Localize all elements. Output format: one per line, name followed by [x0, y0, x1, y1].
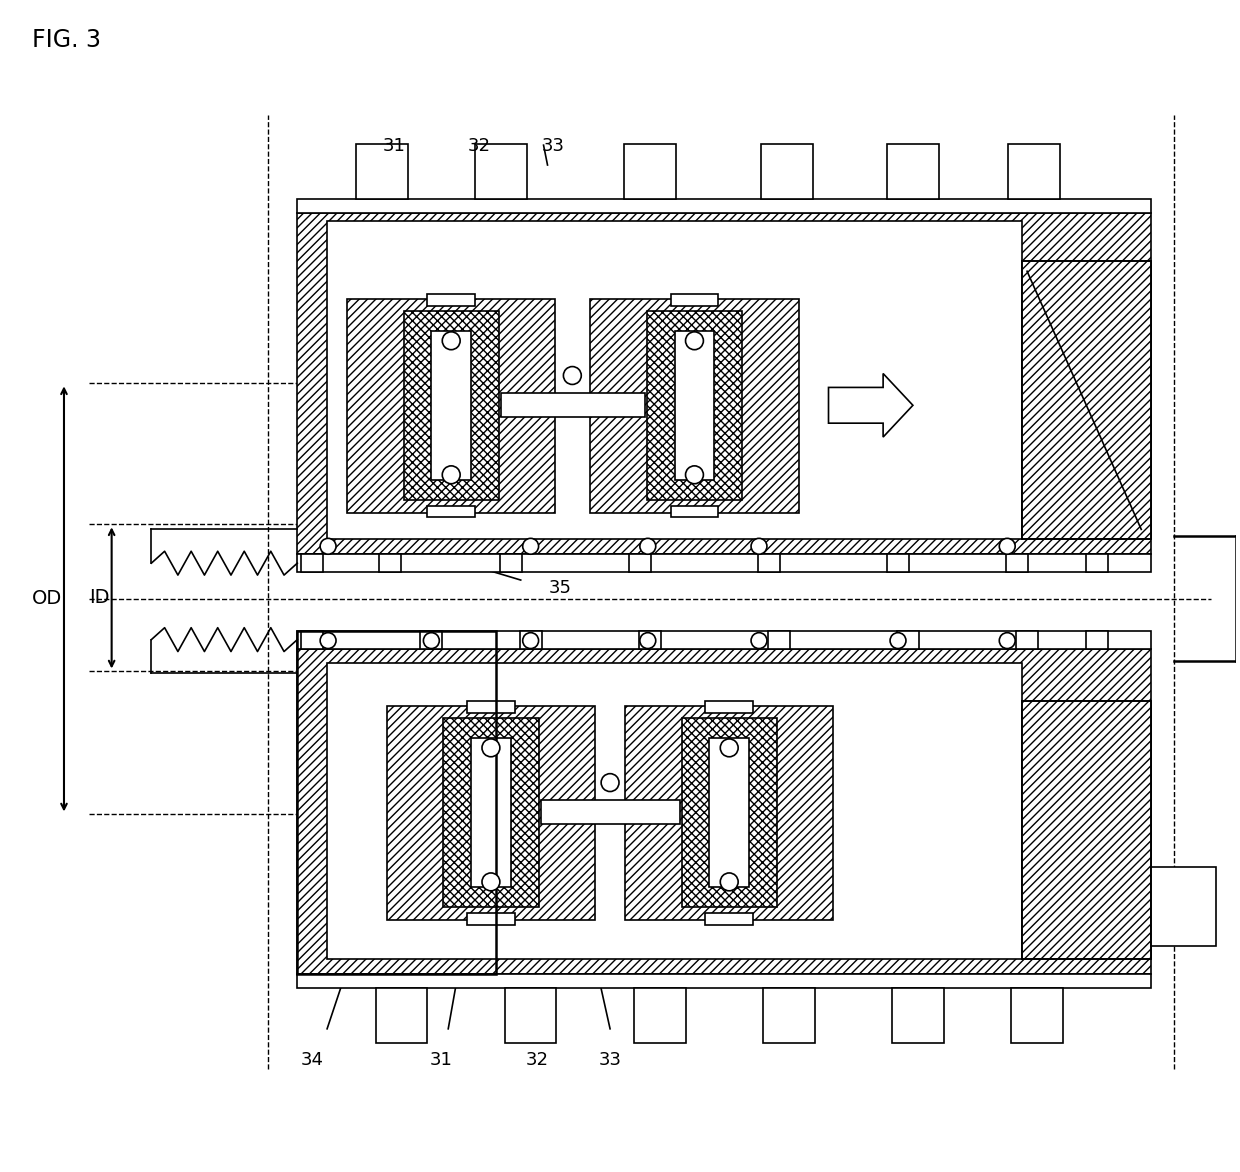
Bar: [1016, 631, 1038, 648]
Bar: [298, 212, 1151, 554]
Circle shape: [890, 633, 906, 648]
Bar: [887, 554, 909, 572]
Bar: [625, 707, 833, 920]
Bar: [1011, 988, 1063, 1043]
Bar: [428, 505, 475, 518]
Bar: [403, 311, 498, 499]
Bar: [301, 554, 324, 572]
Bar: [387, 707, 595, 920]
Bar: [1086, 631, 1107, 648]
Bar: [897, 631, 919, 648]
Text: OD: OD: [32, 590, 62, 608]
Bar: [520, 631, 542, 648]
Bar: [590, 299, 799, 512]
Circle shape: [640, 538, 656, 554]
Circle shape: [640, 633, 656, 648]
Bar: [376, 988, 428, 1043]
Circle shape: [320, 538, 336, 554]
Bar: [501, 394, 645, 417]
Bar: [1022, 261, 1151, 539]
Bar: [675, 331, 714, 479]
Bar: [500, 554, 522, 572]
Text: 33: 33: [599, 1050, 621, 1069]
Circle shape: [482, 873, 500, 891]
Bar: [1086, 554, 1107, 572]
Bar: [298, 648, 1151, 974]
Bar: [647, 311, 742, 499]
Bar: [706, 913, 753, 925]
Bar: [420, 631, 443, 648]
Bar: [327, 663, 1022, 960]
Bar: [1008, 144, 1060, 199]
Bar: [475, 144, 527, 199]
Text: ID: ID: [89, 588, 109, 607]
Bar: [763, 988, 815, 1043]
Text: 35: 35: [549, 579, 572, 597]
Bar: [892, 988, 944, 1043]
Circle shape: [686, 332, 703, 349]
Bar: [1022, 701, 1151, 960]
Bar: [467, 913, 515, 925]
Circle shape: [423, 633, 439, 648]
Bar: [467, 701, 515, 713]
Circle shape: [686, 465, 703, 484]
Text: 32: 32: [467, 137, 491, 155]
Bar: [1006, 554, 1028, 572]
Circle shape: [751, 633, 768, 648]
Bar: [706, 701, 753, 713]
Bar: [443, 718, 538, 907]
Circle shape: [720, 738, 738, 757]
Circle shape: [751, 538, 768, 554]
Circle shape: [443, 465, 460, 484]
Bar: [378, 554, 401, 572]
Text: 31: 31: [430, 1050, 453, 1069]
Text: 32: 32: [526, 1050, 549, 1069]
Bar: [682, 718, 777, 907]
Bar: [428, 294, 475, 306]
Circle shape: [563, 367, 582, 384]
Text: FIG. 3: FIG. 3: [32, 28, 102, 52]
Text: 31: 31: [383, 137, 405, 155]
Bar: [541, 800, 680, 824]
Circle shape: [523, 538, 538, 554]
Bar: [298, 631, 1151, 648]
Bar: [709, 738, 749, 887]
Bar: [298, 974, 1151, 988]
Bar: [887, 144, 939, 199]
Circle shape: [443, 332, 460, 349]
Bar: [1022, 261, 1151, 539]
Bar: [298, 554, 1151, 572]
Bar: [471, 738, 511, 887]
Circle shape: [523, 633, 538, 648]
Bar: [298, 631, 496, 974]
Bar: [432, 331, 471, 479]
Circle shape: [999, 633, 1016, 648]
Bar: [298, 199, 1151, 212]
Circle shape: [320, 633, 336, 648]
Bar: [758, 554, 780, 572]
Bar: [671, 505, 718, 518]
Bar: [634, 988, 686, 1043]
Bar: [301, 631, 324, 648]
Bar: [327, 220, 1022, 539]
Polygon shape: [828, 374, 913, 437]
Bar: [624, 144, 676, 199]
Circle shape: [601, 774, 619, 791]
Circle shape: [999, 538, 1016, 554]
Circle shape: [482, 738, 500, 757]
Bar: [639, 631, 661, 648]
Bar: [356, 144, 408, 199]
Text: 34: 34: [301, 1050, 324, 1069]
Bar: [761, 144, 812, 199]
Bar: [347, 299, 556, 512]
Bar: [1022, 701, 1151, 960]
Bar: [629, 554, 651, 572]
Bar: [505, 988, 557, 1043]
Bar: [768, 631, 790, 648]
Bar: [1151, 867, 1215, 947]
Circle shape: [720, 873, 738, 891]
Text: 33: 33: [542, 137, 565, 155]
Bar: [671, 294, 718, 306]
